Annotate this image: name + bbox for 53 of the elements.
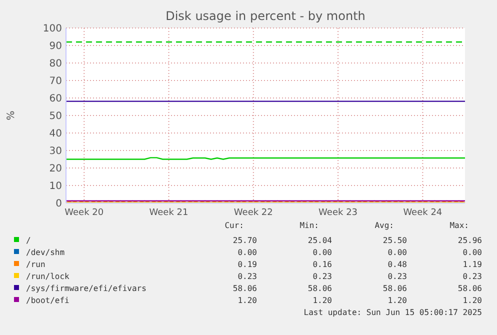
text: 0.00 <box>462 248 482 257</box>
text: Avg: <box>374 221 394 230</box>
text: 1.19 <box>462 260 482 269</box>
legend-label: /run <box>26 260 46 269</box>
text: 58.06 <box>382 284 408 293</box>
chart-title: Disk usage in percent - by month <box>166 9 366 23</box>
text: 1.20 <box>312 296 332 305</box>
text: 1.20 <box>388 296 408 305</box>
legend-label: / <box>26 236 31 245</box>
legend-label: /run/lock <box>26 272 70 281</box>
x-tick-label: Week 22 <box>234 208 273 218</box>
y-axis-title: % <box>6 110 17 120</box>
text: Max: <box>450 221 469 230</box>
y-tick-label: 0 <box>56 198 62 210</box>
x-tick-label: Week 20 <box>64 208 104 218</box>
y-tick-label: 40 <box>49 128 62 140</box>
text: 0.00 <box>312 248 332 257</box>
y-tick-label: 70 <box>49 76 62 87</box>
text: 25.04 <box>308 236 332 245</box>
text: 0.23 <box>238 272 258 281</box>
text: Last update: Sun Jun 15 05:00:17 2025 <box>304 308 482 317</box>
text: 58.06 <box>458 284 482 293</box>
legend-label: /boot/efi <box>26 296 70 305</box>
y-tick-label: 20 <box>49 164 62 174</box>
text: 0.16 <box>312 260 332 269</box>
y-tick-label: 10 <box>49 181 62 192</box>
text: 58.06 <box>232 284 258 293</box>
text: 1.20 <box>462 296 482 305</box>
text: 0.00 <box>238 248 258 257</box>
text: 0.19 <box>238 260 258 269</box>
y-tick-label: 30 <box>49 146 62 157</box>
x-tick-label: Week 23 <box>318 208 358 218</box>
text: 1.20 <box>238 296 258 305</box>
text: Min: <box>300 221 319 230</box>
legend-label: /dev/shm <box>26 248 65 257</box>
text: 25.96 <box>458 236 482 245</box>
text: 0.00 <box>388 248 408 257</box>
text: 58.06 <box>308 284 332 293</box>
text: 0.23 <box>462 272 482 281</box>
legend-label: /sys/firmware/efi/efivars <box>26 284 147 293</box>
x-tick-label: Week 24 <box>403 208 442 218</box>
x-tick-label: Week 21 <box>149 208 188 218</box>
text: 0.48 <box>388 260 408 269</box>
text: 0.23 <box>312 272 332 281</box>
text: 25.70 <box>232 236 258 245</box>
text: Cur: <box>224 221 244 230</box>
y-tick-label: 100 <box>42 24 62 34</box>
text: 25.50 <box>382 236 408 245</box>
text: 0.23 <box>388 272 408 281</box>
y-tick-label: 60 <box>49 94 62 104</box>
y-tick-label: 90 <box>49 41 62 52</box>
y-tick-label: 50 <box>49 111 62 122</box>
y-tick-label: 80 <box>49 58 62 70</box>
